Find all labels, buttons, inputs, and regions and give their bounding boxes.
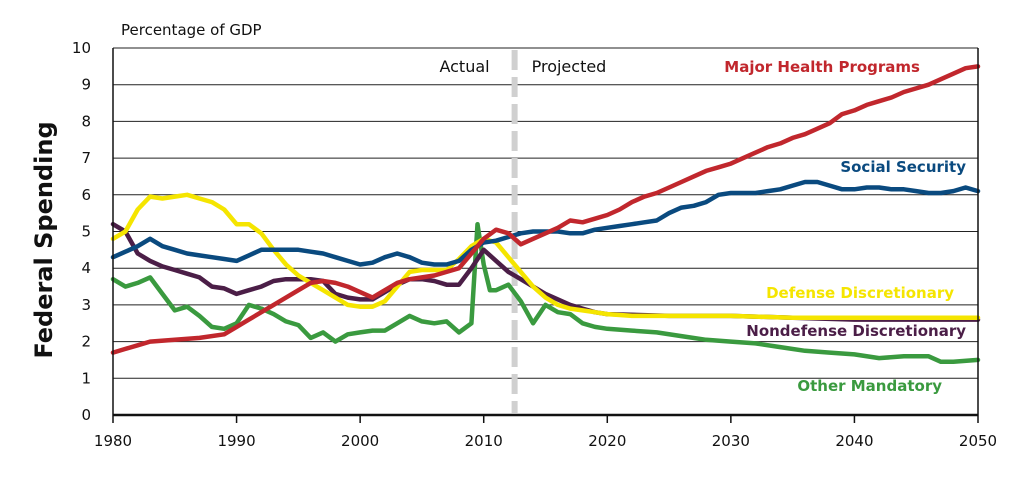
y-tick-label: 0 <box>81 406 91 424</box>
y-axis-title: Federal Spending <box>30 121 58 358</box>
y-tick-label: 9 <box>81 76 91 94</box>
chart-labels: 0 1 2 3 4 5 6 7 8 9 10 1980 1990 2000 2010 2020 2030 2040… <box>30 21 997 450</box>
series-line-other-mandatory <box>110 221 981 365</box>
series-label-defense-discretionary: Defense Discretionary <box>766 284 954 302</box>
actual-label: Actual <box>439 57 489 76</box>
x-tick-label: 1990 <box>217 432 255 450</box>
x-tick-label: 2050 <box>959 432 997 450</box>
x-tick-label: 2030 <box>712 432 750 450</box>
series-lines <box>110 64 981 365</box>
x-tick-label: 2000 <box>341 432 379 450</box>
series-label-major-health-programs: Major Health Programs <box>724 58 920 76</box>
x-tick-label: 1980 <box>94 432 132 450</box>
y-tick-label: 10 <box>72 39 91 57</box>
y-tick-label: 4 <box>81 259 91 277</box>
y-tick-label: 5 <box>81 223 91 241</box>
series-label-social-security: Social Security <box>840 158 966 176</box>
y-tick-label: 7 <box>81 149 91 167</box>
y-tick-label: 8 <box>81 112 91 130</box>
series-label-nondefense-discretionary: Nondefense Discretionary <box>746 322 966 340</box>
y-tick-label: 1 <box>81 369 91 387</box>
series-line-major-health-programs <box>110 64 981 355</box>
series-label-other-mandatory: Other Mandatory <box>797 377 942 395</box>
y-unit-label: Percentage of GDP <box>121 21 262 39</box>
x-tick-label: 2020 <box>588 432 626 450</box>
axes <box>112 48 979 423</box>
y-tick-label: 2 <box>81 333 91 351</box>
x-tick-label: 2010 <box>465 432 503 450</box>
projected-label: Projected <box>532 57 607 76</box>
y-tick-label: 6 <box>81 186 91 204</box>
y-tick-label: 3 <box>81 296 91 314</box>
x-tick-label: 2040 <box>835 432 873 450</box>
